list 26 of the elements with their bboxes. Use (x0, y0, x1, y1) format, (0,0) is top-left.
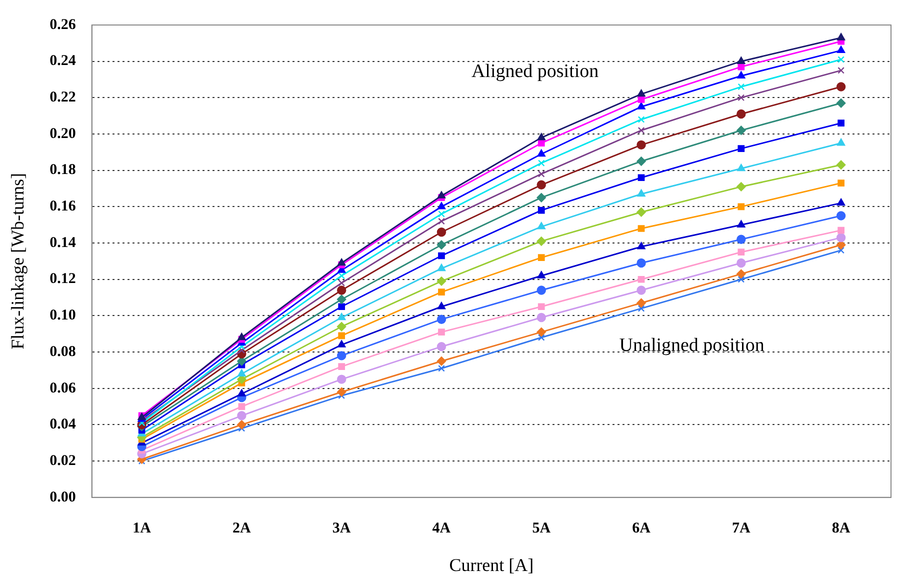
x-tick-label: 1A (132, 520, 152, 536)
y-tick-label: 0.14 (50, 234, 76, 251)
y-tick-label: 0.24 (50, 53, 76, 70)
x-tick-label: 8A (832, 520, 850, 536)
x-tick-label: 6A (632, 520, 651, 536)
y-axis-title: Flux-linkage [Wb-turns] (8, 172, 28, 350)
x-tick-label: 3A (332, 520, 351, 536)
y-tick-label: 0.04 (50, 416, 76, 433)
y-tick-label: 0.22 (50, 90, 76, 106)
y-tick-label: 0.20 (50, 126, 76, 142)
y-tick-label: 0.26 (50, 16, 76, 33)
x-axis-title: Current [A] (449, 554, 534, 575)
annotation: Aligned position (471, 61, 600, 82)
y-tick-label: 0.00 (50, 489, 76, 506)
y-tick-label: 0.06 (50, 380, 76, 396)
x-tick-label: 4A (432, 520, 451, 536)
x-tick-label: 5A (532, 520, 551, 536)
y-tick-label: 0.18 (50, 162, 76, 178)
x-tick-label: 2A (232, 520, 252, 536)
y-tick-label: 0.02 (50, 452, 76, 469)
y-tick-label: 0.10 (50, 308, 76, 324)
x-tick-label: 7A (732, 520, 750, 536)
annotation: Unaligned position (619, 335, 765, 356)
y-tick-label: 0.08 (50, 344, 76, 360)
y-tick-label: 0.16 (50, 198, 76, 215)
y-tick-label: 0.12 (50, 271, 76, 288)
